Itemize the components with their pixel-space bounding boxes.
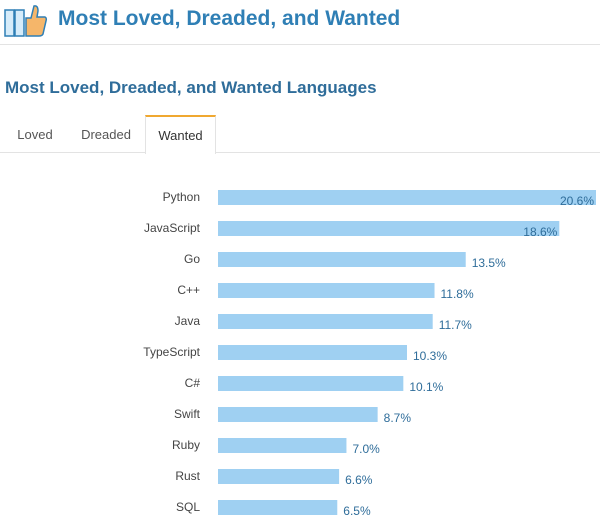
bar-typescript[interactable]	[218, 345, 407, 360]
tab-bar: Loved Dreaded Wanted	[0, 115, 600, 154]
category-label: C++	[177, 283, 200, 297]
bar-sql[interactable]	[218, 500, 338, 515]
bar-c-[interactable]	[218, 376, 404, 391]
value-label: 6.6%	[345, 473, 373, 487]
bar-rust[interactable]	[218, 469, 340, 484]
category-label: C#	[185, 376, 201, 390]
tab-dreaded[interactable]: Dreaded	[81, 126, 131, 142]
category-label: SQL	[176, 500, 200, 514]
value-label: 8.7%	[384, 411, 412, 425]
value-label: 11.8%	[441, 287, 474, 301]
value-label: 18.6%	[523, 225, 557, 239]
value-label: 10.1%	[409, 380, 443, 394]
value-label: 7.0%	[352, 442, 380, 456]
category-label: TypeScript	[143, 345, 200, 359]
value-label: 10.3%	[413, 349, 447, 363]
section-title: Most Loved, Dreaded, and Wanted Language…	[5, 78, 377, 97]
tab-wanted[interactable]: Wanted	[145, 115, 216, 154]
category-label: Ruby	[172, 438, 200, 452]
bar-python[interactable]	[218, 190, 596, 205]
value-label: 6.5%	[343, 504, 371, 518]
bar-java[interactable]	[218, 314, 433, 329]
category-label: JavaScript	[144, 221, 201, 235]
category-label: Java	[175, 314, 201, 328]
bar-javascript[interactable]	[218, 221, 560, 236]
bar-c-[interactable]	[218, 283, 435, 298]
wanted-languages-bar-chart: Python 20.6% JavaScript 18.6% Go 13.5% C++ 11.8…	[143, 190, 596, 518]
category-label: Python	[163, 190, 200, 204]
value-label: 13.5%	[472, 256, 506, 270]
bar-ruby[interactable]	[218, 438, 347, 453]
value-label: 11.7%	[439, 318, 472, 332]
category-label: Go	[184, 252, 200, 266]
thumbs-up-icon	[4, 5, 48, 37]
value-label: 20.6%	[560, 194, 594, 208]
page-title: Most Loved, Dreaded, and Wanted	[58, 7, 401, 30]
bar-swift[interactable]	[218, 407, 378, 422]
category-label: Rust	[175, 469, 200, 483]
page-header: Most Loved, Dreaded, and Wanted	[0, 0, 600, 45]
category-label: Swift	[174, 407, 201, 421]
bar-go[interactable]	[218, 252, 466, 267]
tab-loved[interactable]: Loved	[17, 126, 53, 142]
